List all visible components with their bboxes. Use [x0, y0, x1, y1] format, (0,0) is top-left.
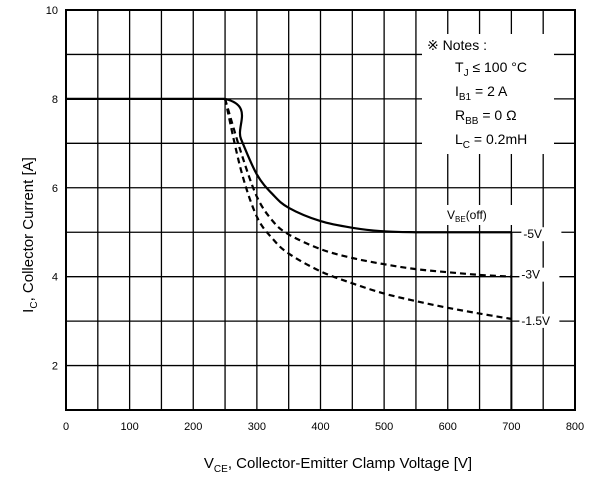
x-tick-label: 0	[63, 421, 69, 433]
series-label-bg	[519, 313, 560, 328]
note-line-tj: TJ ≤ 100 °C	[455, 59, 527, 79]
x-tick-label: 800	[566, 421, 584, 433]
series-line--5V	[66, 97, 512, 234]
y-axis-title: IC, Collector Current [A]	[20, 157, 40, 313]
x-tick-label: 700	[502, 421, 520, 433]
x-axis-title: VCE, Collector-Emitter Clamp Voltage [V]	[204, 455, 472, 475]
y-tick-label: 6	[52, 183, 58, 195]
series-line--1.5V	[223, 98, 512, 320]
series-line--3V	[224, 98, 512, 278]
series-labels: -5V -3V -1.5V	[519, 227, 562, 328]
notes-title: ※ Notes :	[427, 37, 487, 53]
notes-box: ※ Notes : TJ ≤ 100 °C IB1 = 2 A RBB = 0 …	[422, 34, 554, 154]
x-tick-label: 500	[375, 421, 393, 433]
x-tick-labels: 0 100 200 300 400 500 600 700 800	[63, 421, 584, 433]
series-label: -5V	[523, 227, 542, 241]
note-line-lc: LC = 0.2mH	[455, 131, 527, 151]
y-tick-labels: 2 4 6 8 10	[46, 5, 58, 373]
y-tick-label: 2	[52, 361, 58, 373]
series-label-bg	[519, 267, 560, 282]
note-line-ib1: IB1 = 2 A	[455, 83, 508, 103]
y-tick-label: 8	[52, 94, 58, 106]
series-label-bg	[521, 227, 562, 242]
x-tick-label: 100	[120, 421, 138, 433]
x-tick-label: 600	[439, 421, 457, 433]
x-tick-label: 200	[184, 421, 202, 433]
y-tick-label: 4	[52, 272, 58, 284]
legend-title-background	[444, 205, 514, 225]
x-tick-label: 400	[311, 421, 329, 433]
note-line-rbb: RBB = 0 Ω	[455, 107, 517, 127]
plot-frame	[65, 9, 576, 411]
x-tick-label: 300	[248, 421, 266, 433]
y-tick-label: 10	[46, 5, 58, 17]
series-group	[66, 97, 512, 320]
series-label: -1.5V	[521, 314, 550, 328]
notes-background	[422, 34, 554, 154]
legend-title: VBE(off)	[447, 208, 487, 224]
series-label: -3V	[521, 268, 540, 282]
